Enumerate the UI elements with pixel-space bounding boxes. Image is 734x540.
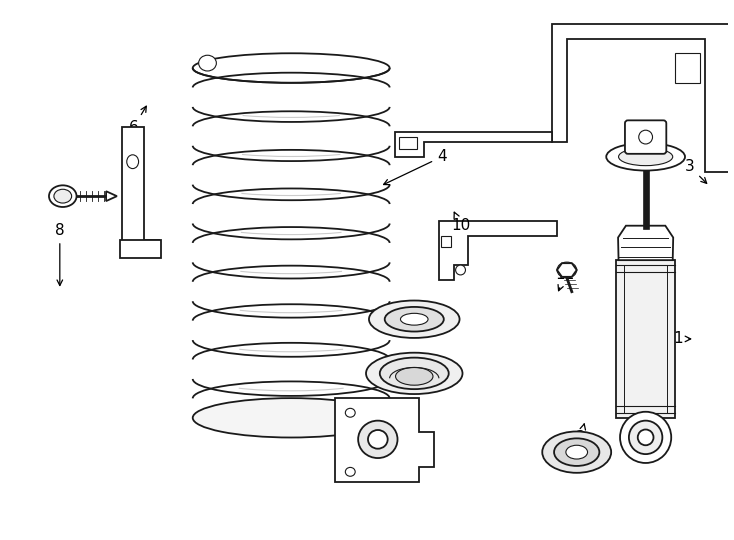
Text: 8: 8 xyxy=(55,223,65,286)
Polygon shape xyxy=(552,24,730,172)
Polygon shape xyxy=(557,263,577,277)
Text: 4: 4 xyxy=(384,149,447,185)
Ellipse shape xyxy=(358,421,398,458)
Bar xyxy=(616,260,675,417)
Ellipse shape xyxy=(606,143,685,171)
Ellipse shape xyxy=(554,438,600,466)
Ellipse shape xyxy=(385,307,444,332)
Ellipse shape xyxy=(396,368,433,385)
Ellipse shape xyxy=(199,55,217,71)
Bar xyxy=(675,53,700,83)
Bar xyxy=(399,137,417,149)
Ellipse shape xyxy=(369,301,459,338)
Ellipse shape xyxy=(629,421,662,454)
Text: 9: 9 xyxy=(341,430,360,449)
Text: 3: 3 xyxy=(685,159,707,184)
Bar xyxy=(441,235,451,247)
Text: 2: 2 xyxy=(576,424,586,445)
Ellipse shape xyxy=(456,265,465,275)
Ellipse shape xyxy=(619,148,672,166)
Ellipse shape xyxy=(620,412,671,463)
Text: 7: 7 xyxy=(382,307,402,322)
Text: 11: 11 xyxy=(556,267,575,291)
Ellipse shape xyxy=(345,468,355,476)
FancyBboxPatch shape xyxy=(625,120,666,154)
Ellipse shape xyxy=(366,353,462,394)
Ellipse shape xyxy=(542,431,611,473)
Polygon shape xyxy=(395,132,552,157)
Ellipse shape xyxy=(193,398,390,437)
Ellipse shape xyxy=(379,357,448,389)
Polygon shape xyxy=(335,398,434,482)
Bar xyxy=(120,240,161,258)
Ellipse shape xyxy=(368,430,388,449)
Polygon shape xyxy=(618,226,673,260)
Ellipse shape xyxy=(638,429,653,445)
Ellipse shape xyxy=(345,408,355,417)
Text: 10: 10 xyxy=(451,212,470,233)
Text: 6: 6 xyxy=(128,106,146,135)
Ellipse shape xyxy=(639,130,653,144)
Polygon shape xyxy=(106,191,117,201)
Ellipse shape xyxy=(566,446,587,459)
Ellipse shape xyxy=(401,313,428,325)
Ellipse shape xyxy=(54,189,72,203)
Ellipse shape xyxy=(49,185,76,207)
Polygon shape xyxy=(439,221,557,280)
Text: 1: 1 xyxy=(673,332,691,347)
Polygon shape xyxy=(122,127,159,255)
Text: 5: 5 xyxy=(382,361,402,376)
Ellipse shape xyxy=(127,155,139,168)
